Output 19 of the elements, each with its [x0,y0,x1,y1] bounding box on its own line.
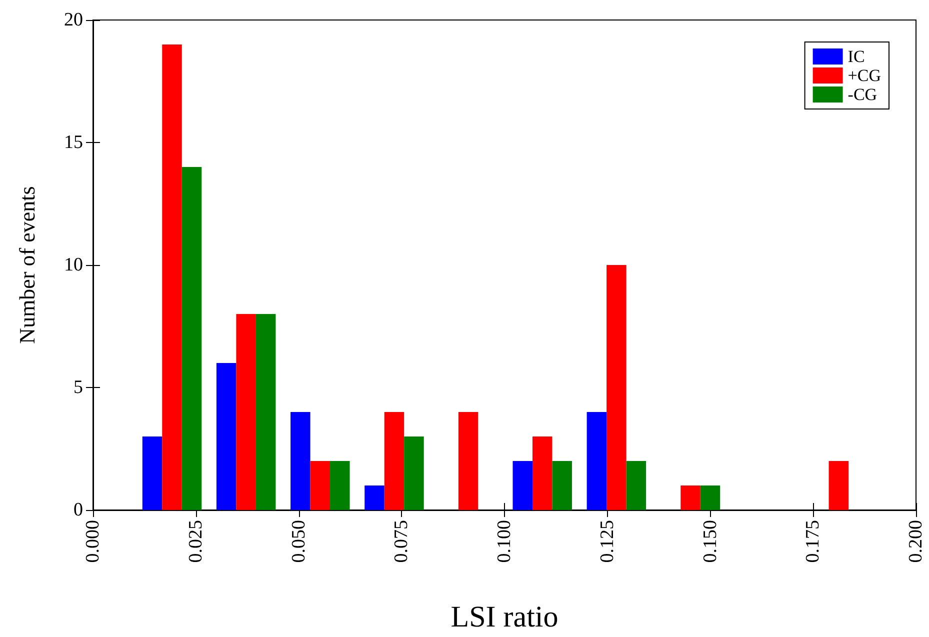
x-tick-label: 0.000 [82,520,104,563]
x-tick-label: 0.175 [802,520,824,563]
x-tick-label: 0.150 [700,520,721,563]
y-axis-title: Number of events [14,186,40,344]
x-tick-label: 0.075 [391,520,412,563]
y-tick-label: 5 [74,377,83,398]
x-tick-label: 0.200 [906,520,926,563]
y-tick-label: 20 [64,10,83,30]
legend-label: IC [848,47,865,66]
legend-label: -CG [848,85,878,104]
x-tick-label: 0.050 [288,520,310,563]
x-tick-label: 0.100 [494,520,515,563]
x-tick-label: 0.125 [596,520,618,563]
legend-label: +CG [848,66,881,85]
y-tick-label: 0 [74,500,83,520]
y-tick-label: 10 [64,254,83,276]
x-axis-title: LSI ratio [450,600,558,634]
y-tick-label: 15 [64,132,83,153]
x-tick-label: 0.025 [185,520,206,563]
